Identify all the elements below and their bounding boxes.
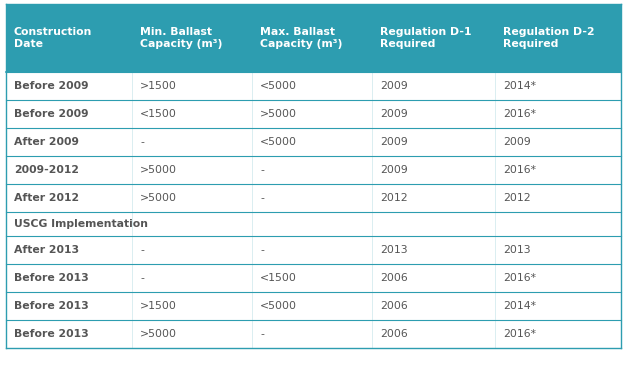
Text: -: - <box>140 273 144 283</box>
Text: Min. Ballast
Capacity (m³): Min. Ballast Capacity (m³) <box>140 27 223 49</box>
Text: 2016*: 2016* <box>503 109 536 119</box>
Text: 2013: 2013 <box>380 245 408 255</box>
Text: Before 2013: Before 2013 <box>14 273 89 283</box>
Text: 2006: 2006 <box>380 329 408 339</box>
Text: 2016*: 2016* <box>503 329 536 339</box>
Text: >5000: >5000 <box>140 165 177 175</box>
Text: 2012: 2012 <box>503 193 530 203</box>
Text: >1500: >1500 <box>140 301 177 311</box>
Bar <box>6 4 621 72</box>
Bar <box>6 156 621 184</box>
Text: >5000: >5000 <box>140 329 177 339</box>
Text: -: - <box>140 245 144 255</box>
Text: -: - <box>260 193 264 203</box>
Text: Before 2013: Before 2013 <box>14 301 89 311</box>
Text: >5000: >5000 <box>140 193 177 203</box>
Text: -: - <box>260 245 264 255</box>
Text: 2012: 2012 <box>380 193 408 203</box>
Text: <1500: <1500 <box>140 109 177 119</box>
Bar <box>6 72 621 100</box>
Text: 2009-2012: 2009-2012 <box>14 165 79 175</box>
Text: Before 2009: Before 2009 <box>14 109 88 119</box>
Bar <box>6 212 621 236</box>
Text: <5000: <5000 <box>260 301 297 311</box>
Text: 2016*: 2016* <box>503 165 536 175</box>
Text: 2006: 2006 <box>380 301 408 311</box>
Text: -: - <box>140 137 144 147</box>
Bar <box>6 264 621 292</box>
Bar <box>6 128 621 156</box>
Text: 2006: 2006 <box>380 273 408 283</box>
Text: After 2012: After 2012 <box>14 193 79 203</box>
Text: Regulation D-2
Required: Regulation D-2 Required <box>503 27 594 49</box>
Bar <box>6 184 621 212</box>
Bar <box>6 292 621 320</box>
Text: After 2013: After 2013 <box>14 245 79 255</box>
Text: <5000: <5000 <box>260 137 297 147</box>
Text: <1500: <1500 <box>260 273 297 283</box>
Text: >5000: >5000 <box>260 109 297 119</box>
Text: 2013: 2013 <box>503 245 530 255</box>
Text: Regulation D-1
Required: Regulation D-1 Required <box>380 27 472 49</box>
Text: Construction
Date: Construction Date <box>14 27 92 49</box>
Bar <box>6 100 621 128</box>
Bar <box>6 320 621 348</box>
Text: 2009: 2009 <box>380 109 408 119</box>
Bar <box>6 236 621 264</box>
Text: 2014*: 2014* <box>503 81 536 91</box>
Text: 2009: 2009 <box>380 137 408 147</box>
Text: <5000: <5000 <box>260 81 297 91</box>
Text: 2009: 2009 <box>380 165 408 175</box>
Text: 2009: 2009 <box>380 81 408 91</box>
Text: 2009: 2009 <box>503 137 530 147</box>
Text: 2016*: 2016* <box>503 273 536 283</box>
Text: USCG Implementation: USCG Implementation <box>14 219 148 229</box>
Text: -: - <box>260 165 264 175</box>
Text: Before 2009: Before 2009 <box>14 81 88 91</box>
Text: After 2009: After 2009 <box>14 137 79 147</box>
Text: -: - <box>260 329 264 339</box>
Text: Max. Ballast
Capacity (m³): Max. Ballast Capacity (m³) <box>260 27 342 49</box>
Text: >1500: >1500 <box>140 81 177 91</box>
Text: 2014*: 2014* <box>503 301 536 311</box>
Text: Before 2013: Before 2013 <box>14 329 89 339</box>
